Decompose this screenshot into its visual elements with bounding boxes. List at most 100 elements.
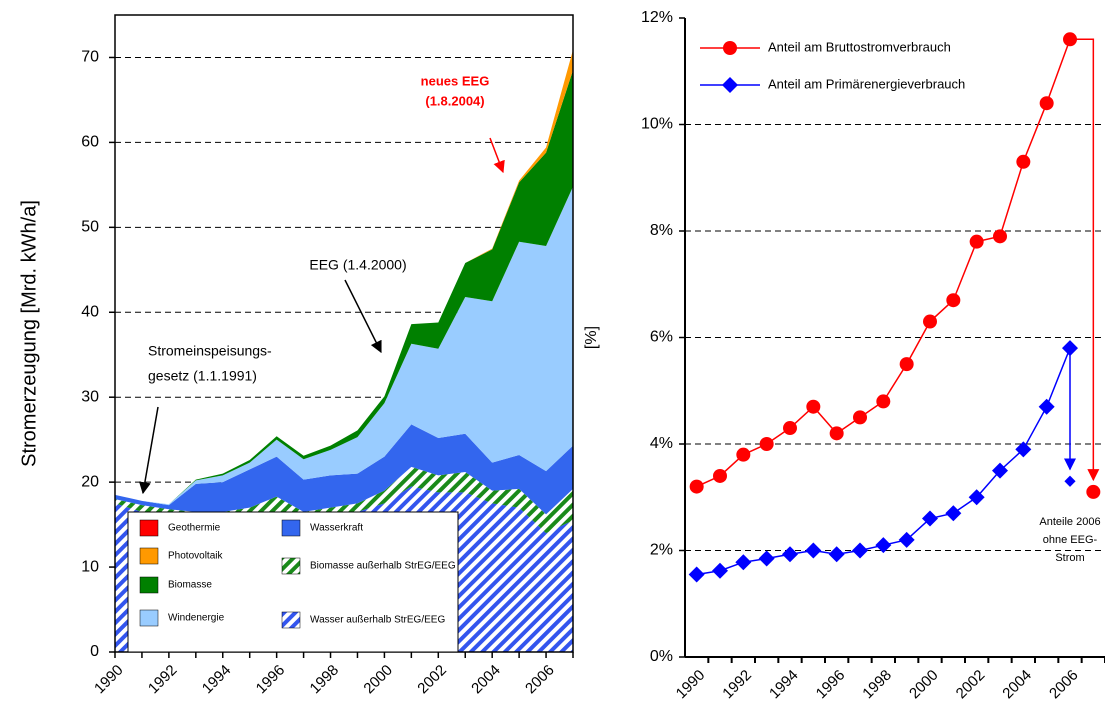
x-tick-label: 1998 xyxy=(859,667,895,703)
y-tick-label: 10 xyxy=(81,558,99,575)
y-tick-label: 8% xyxy=(650,222,673,239)
x-tick-label: 1990 xyxy=(673,667,709,703)
point xyxy=(735,554,752,571)
point xyxy=(1039,96,1054,111)
point xyxy=(993,229,1007,244)
annotation-point xyxy=(1086,484,1101,499)
x-tick-label: 2002 xyxy=(953,667,989,703)
point xyxy=(898,531,915,548)
y-tick-label: 70 xyxy=(81,49,99,66)
point xyxy=(689,479,704,494)
point xyxy=(1038,398,1055,415)
x-tick-label: 1998 xyxy=(307,662,343,698)
legend-marker xyxy=(723,41,737,55)
annotation: EEG (1.4.2000) xyxy=(309,257,406,273)
legend-marker xyxy=(722,77,738,93)
point xyxy=(736,447,751,462)
y-tick-label: 40 xyxy=(81,303,99,320)
annotation: ohne EEG- xyxy=(1043,534,1098,546)
y-tick-label: 10% xyxy=(641,116,673,133)
point xyxy=(782,546,798,563)
point xyxy=(899,357,914,372)
x-tick-label: 2000 xyxy=(360,662,396,698)
point xyxy=(1015,441,1032,458)
legend-swatch xyxy=(281,611,301,629)
legend-swatch xyxy=(139,576,159,594)
point xyxy=(759,437,774,451)
y-tick-label: 12% xyxy=(641,9,673,26)
point xyxy=(758,550,775,567)
legend-label: Anteil am Primärenergieverbrauch xyxy=(768,76,965,91)
y-tick-label: 60 xyxy=(81,134,99,151)
point xyxy=(852,542,868,559)
point xyxy=(968,489,985,506)
legend-label: Wasserkraft xyxy=(310,523,363,534)
annotation-arrow xyxy=(1070,38,1100,482)
point xyxy=(828,546,845,563)
point xyxy=(875,537,892,554)
annotation: Stromeinspeisungs- xyxy=(148,343,272,359)
legend-label: Anteil am Bruttostromverbrauch xyxy=(768,39,951,54)
x-tick-label: 2006 xyxy=(522,662,558,698)
y-tick-label: 0 xyxy=(90,643,99,660)
x-tick-label: 1996 xyxy=(253,662,289,698)
point xyxy=(805,542,822,559)
x-tick-label: 1990 xyxy=(91,662,127,698)
legend-swatch xyxy=(139,547,159,565)
point xyxy=(969,234,984,249)
x-tick-label: 2004 xyxy=(468,662,504,698)
x-tick-label: 1994 xyxy=(199,662,235,698)
legend-label: Windenergie xyxy=(168,613,225,624)
point xyxy=(876,394,891,409)
legend-label: Wasser außerhalb StrEG/EEG xyxy=(310,615,445,626)
annotation: gesetz (1.1.1991) xyxy=(148,368,257,384)
point xyxy=(945,505,962,522)
point xyxy=(688,566,705,583)
y-axis-label: Stromerzeugung [Mrd. kWh/a] xyxy=(18,200,40,467)
legend-swatch xyxy=(281,519,301,537)
legend-label: Biomasse außerhalb StrEG/EEG xyxy=(310,561,456,572)
legend-label: Biomasse xyxy=(168,580,212,591)
x-tick-label: 2000 xyxy=(906,667,942,703)
x-tick-label: 1996 xyxy=(813,667,849,703)
point xyxy=(923,314,937,329)
y-tick-label: 0% xyxy=(650,648,673,665)
annotation: neues EEG xyxy=(421,73,490,88)
area xyxy=(115,424,573,515)
y-tick-label: 30 xyxy=(81,388,99,405)
point xyxy=(829,426,844,441)
legend-swatch xyxy=(139,519,159,537)
annotation-arrow xyxy=(489,137,505,174)
x-tick-label: 1992 xyxy=(145,662,181,698)
annotation-point xyxy=(1064,475,1076,487)
y-tick-label: 4% xyxy=(650,435,673,452)
point xyxy=(853,410,867,425)
point xyxy=(806,399,821,414)
point xyxy=(992,462,1008,479)
x-tick-label: 2004 xyxy=(999,667,1035,703)
line xyxy=(696,39,1071,488)
legend-swatch xyxy=(139,609,159,627)
point xyxy=(922,510,938,527)
annotation: Strom xyxy=(1055,552,1084,564)
legend-swatch xyxy=(281,557,301,575)
point xyxy=(783,421,797,436)
legend-label: Geothermie xyxy=(168,523,221,534)
area xyxy=(115,70,573,505)
y-tick-label: 6% xyxy=(650,329,673,346)
x-tick-label: 1994 xyxy=(766,667,802,703)
y-axis-label: [%] xyxy=(583,326,600,349)
annotation: (1.8.2004) xyxy=(425,93,484,108)
annotation-arrow xyxy=(344,279,382,354)
legend-label: Photovoltaik xyxy=(168,551,223,562)
annotation: Anteile 2006 xyxy=(1039,516,1100,528)
x-tick-label: 2006 xyxy=(1046,667,1082,703)
x-tick-label: 2002 xyxy=(414,662,450,698)
point xyxy=(1016,154,1031,169)
x-tick-label: 1992 xyxy=(719,667,755,703)
y-tick-label: 2% xyxy=(650,542,673,559)
area xyxy=(115,186,573,506)
point xyxy=(712,562,728,579)
